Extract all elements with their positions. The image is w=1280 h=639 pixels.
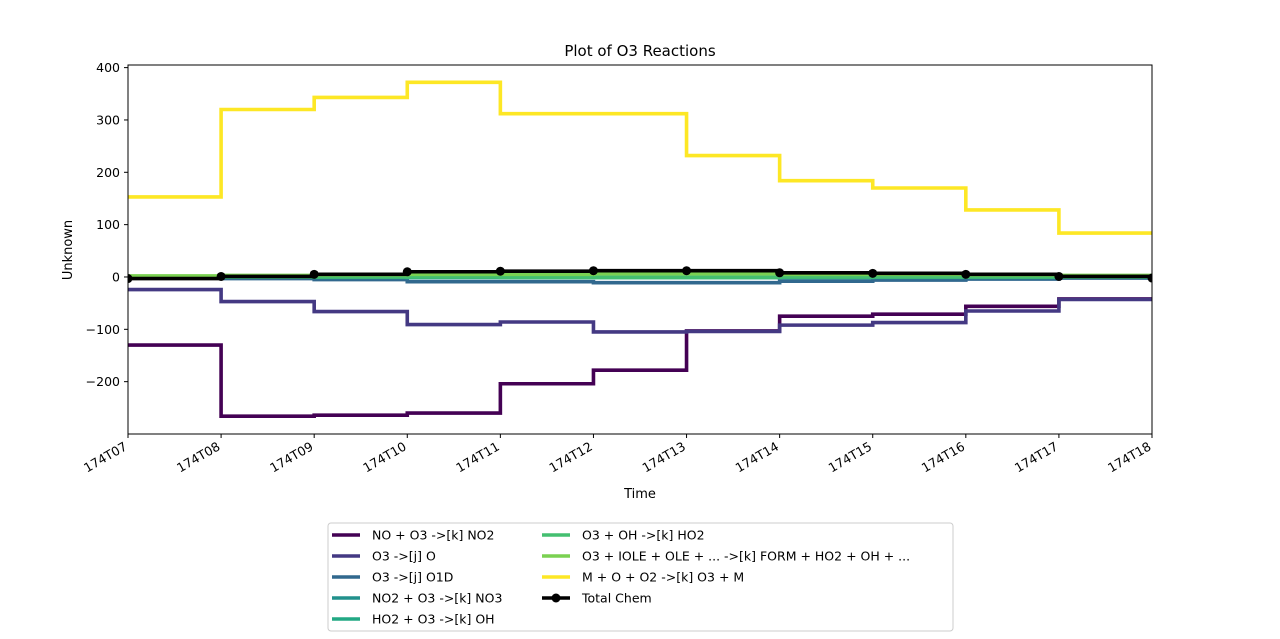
legend-label: HO2 + O3 ->[k] OH bbox=[372, 612, 495, 627]
x-tick-label: 174T17 bbox=[1012, 439, 1061, 476]
plot-frame bbox=[127, 64, 1153, 435]
legend-entry: NO2 + O3 ->[k] NO3 bbox=[332, 591, 502, 606]
series-line bbox=[128, 287, 1152, 334]
legend-label: O3 + OH ->[k] HO2 bbox=[582, 528, 705, 543]
data-point bbox=[128, 274, 133, 284]
series-2 bbox=[128, 287, 1152, 334]
y-tick-label: −200 bbox=[86, 374, 120, 389]
x-tick-label: 174T08 bbox=[174, 439, 223, 476]
y-tick-label: 100 bbox=[96, 217, 120, 232]
chart-title: Plot of O3 Reactions bbox=[564, 42, 716, 60]
y-axis-label: Unknown bbox=[61, 220, 76, 280]
x-tick-label: 174T13 bbox=[639, 439, 688, 476]
data-point bbox=[775, 268, 785, 278]
legend-label: M + O + O2 ->[k] O3 + M bbox=[582, 570, 744, 585]
data-point bbox=[961, 269, 971, 279]
data-point bbox=[1054, 271, 1064, 281]
x-tick-label: 174T10 bbox=[360, 439, 409, 476]
x-tick-label: 174T16 bbox=[919, 439, 968, 476]
x-tick-label: 174T12 bbox=[546, 439, 595, 476]
plot-area bbox=[128, 80, 1152, 419]
series-8 bbox=[128, 80, 1152, 235]
legend-label: O3 + IOLE + OLE + ... ->[k] FORM + HO2 +… bbox=[582, 549, 910, 564]
series-line bbox=[128, 275, 1152, 280]
data-point bbox=[682, 266, 692, 276]
x-tick-label: 174T07 bbox=[81, 439, 130, 476]
y-tick-label: 0 bbox=[112, 269, 120, 284]
legend-entry: HO2 + O3 ->[k] OH bbox=[332, 612, 495, 627]
legend-entry: O3 + IOLE + OLE + ... ->[k] FORM + HO2 +… bbox=[542, 549, 910, 564]
legend-entry: Total Chem bbox=[542, 591, 652, 606]
legend-label: NO + O3 ->[k] NO2 bbox=[372, 528, 494, 543]
legend: NO + O3 ->[k] NO2 O3 ->[j] O O3 ->[j] O1D N… bbox=[327, 522, 954, 632]
series-line bbox=[128, 80, 1152, 235]
series-line bbox=[128, 297, 1152, 419]
x-tick-label: 174T18 bbox=[1105, 439, 1154, 476]
x-axis-label: Time bbox=[623, 487, 656, 502]
legend-entry: O3 ->[j] O bbox=[332, 549, 436, 564]
series-1 bbox=[128, 297, 1152, 419]
y-tick-label: 400 bbox=[96, 60, 120, 75]
legend-label: O3 ->[j] O bbox=[372, 549, 436, 564]
data-point bbox=[495, 266, 505, 276]
legend-entry: NO + O3 ->[k] NO2 bbox=[332, 528, 494, 543]
data-point bbox=[309, 269, 319, 279]
x-tick-label: 174T09 bbox=[267, 439, 316, 476]
y-tick-label: 200 bbox=[96, 165, 120, 180]
legend-entry: O3 ->[j] O1D bbox=[332, 570, 453, 585]
legend-box bbox=[327, 522, 954, 632]
legend-label: NO2 + O3 ->[k] NO3 bbox=[372, 591, 502, 606]
data-point bbox=[868, 268, 878, 278]
legend-entry: O3 + OH ->[k] HO2 bbox=[542, 528, 705, 543]
series-9 bbox=[128, 266, 1152, 284]
legend-label: O3 ->[j] O1D bbox=[372, 570, 453, 585]
x-tick-label: 174T11 bbox=[453, 439, 502, 476]
x-tick-label: 174T14 bbox=[733, 439, 782, 476]
legend-marker bbox=[551, 593, 561, 603]
series-6 bbox=[128, 275, 1152, 280]
x-tick-label: 174T15 bbox=[826, 439, 875, 476]
legend-entry: M + O + O2 ->[k] O3 + M bbox=[542, 570, 744, 585]
y-tick-label: 300 bbox=[96, 112, 120, 127]
data-point bbox=[402, 267, 412, 277]
data-point bbox=[216, 271, 226, 281]
data-point bbox=[588, 266, 598, 276]
y-tick-label: −100 bbox=[86, 322, 120, 337]
axes: −200 −100 0 100 200 300 400 174T07 174T08 174T09 1… bbox=[81, 60, 1154, 475]
legend-label: Total Chem bbox=[581, 591, 652, 606]
data-point bbox=[1147, 273, 1152, 283]
